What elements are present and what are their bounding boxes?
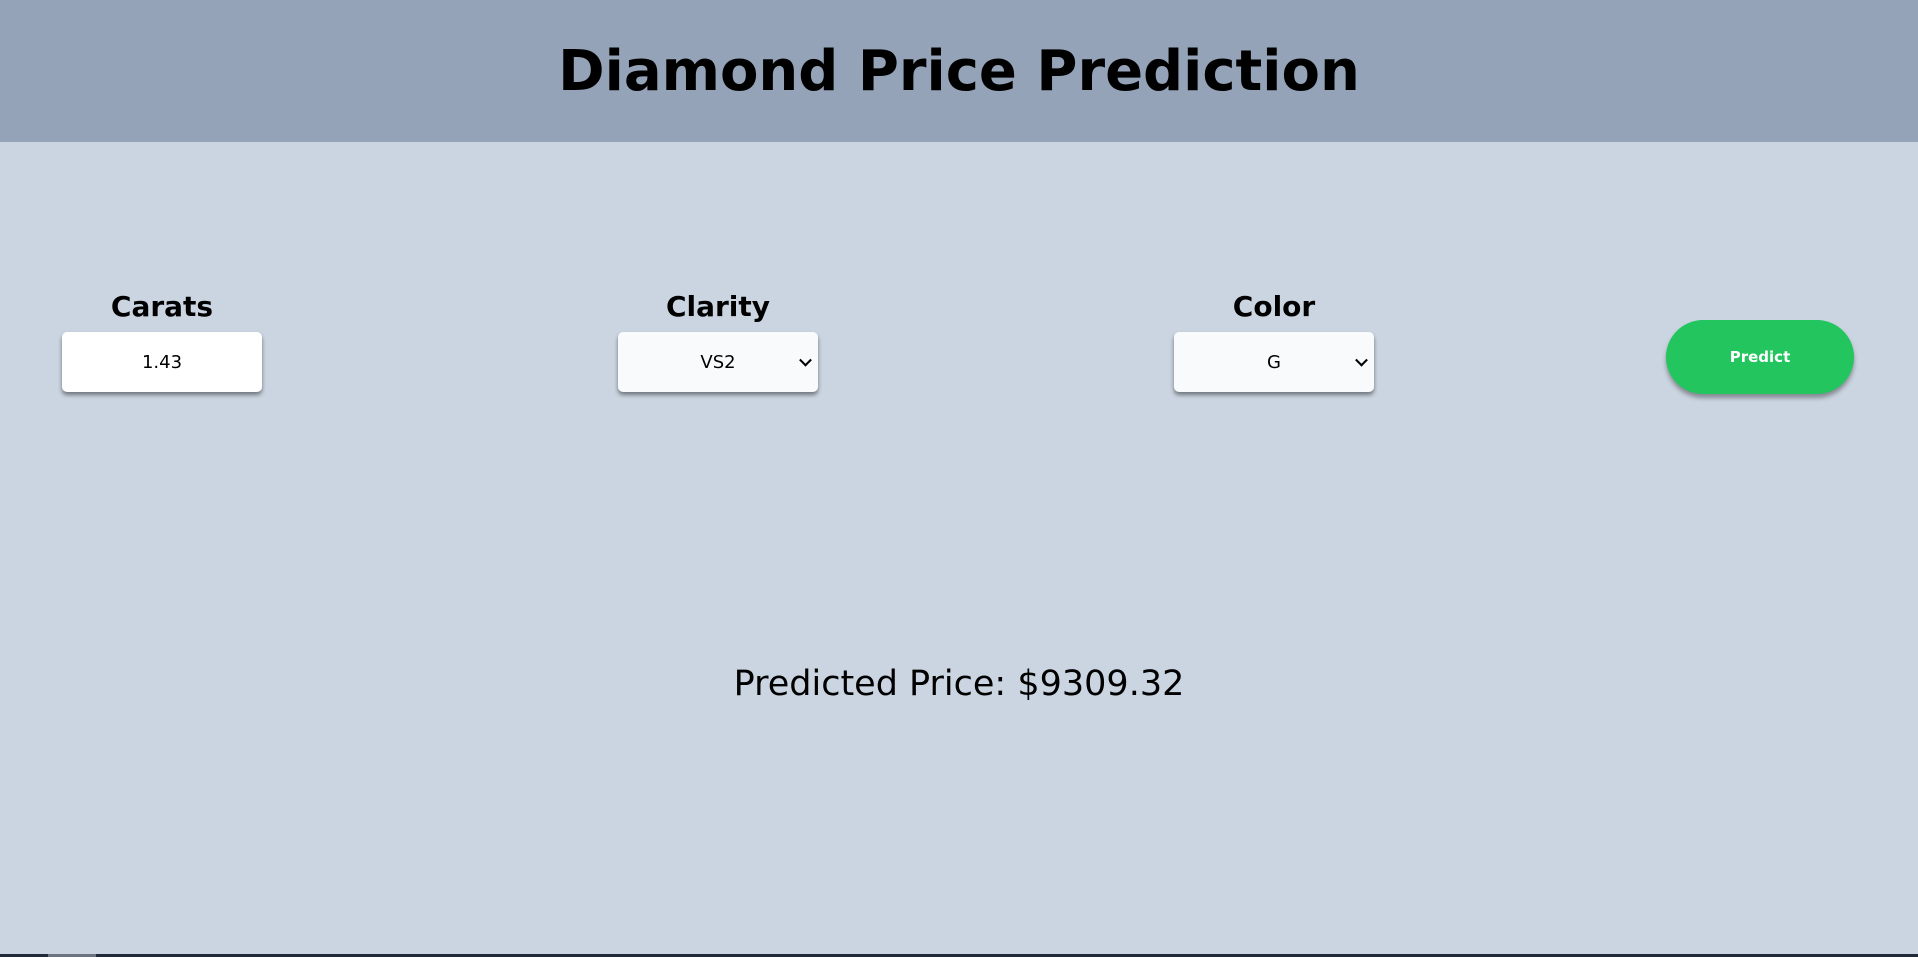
carats-field: Carats 1.43 — [62, 290, 262, 392]
carats-input-value: 1.43 — [141, 351, 183, 373]
color-field: Color G — [1174, 290, 1374, 392]
carats-input[interactable]: 1.43 — [62, 332, 262, 392]
chevron-down-icon — [799, 353, 812, 367]
page-title: Diamond Price Prediction — [558, 38, 1360, 104]
color-selected-value: G — [1267, 351, 1281, 373]
clarity-label: Clarity — [665, 290, 771, 323]
predicted-price: Predicted Price: $9309.32 — [733, 664, 1185, 704]
scrollbar-thumb[interactable] — [48, 954, 96, 957]
color-label: Color — [1232, 290, 1316, 323]
page-header: Diamond Price Prediction — [0, 0, 1918, 142]
predict-button[interactable]: Predict — [1666, 320, 1854, 394]
bottom-divider — [0, 954, 1918, 957]
carats-label: Carats — [110, 290, 214, 323]
chevron-down-icon — [1355, 353, 1368, 367]
clarity-selected-value: VS2 — [700, 351, 736, 373]
main-content: Carats 1.43 Clarity VS2 Color G Predict … — [0, 142, 1918, 955]
color-select[interactable]: G — [1174, 332, 1374, 392]
clarity-select[interactable]: VS2 — [618, 332, 818, 392]
clarity-field: Clarity VS2 — [618, 290, 818, 392]
